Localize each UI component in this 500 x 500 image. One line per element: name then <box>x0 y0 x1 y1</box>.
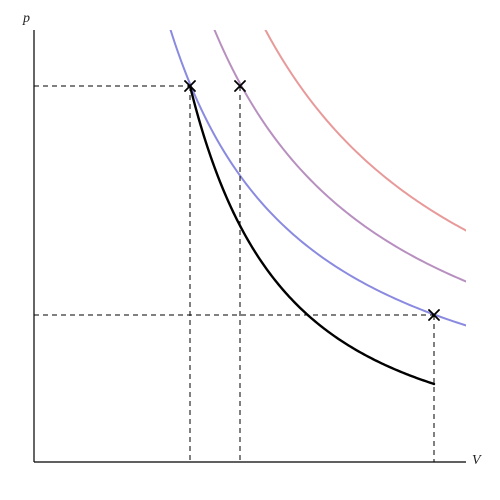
y-axis-label: p <box>22 11 30 26</box>
x-axis-label: V <box>472 453 482 468</box>
pv-diagram: pV <box>0 0 500 500</box>
chart-svg: pV <box>0 0 500 500</box>
